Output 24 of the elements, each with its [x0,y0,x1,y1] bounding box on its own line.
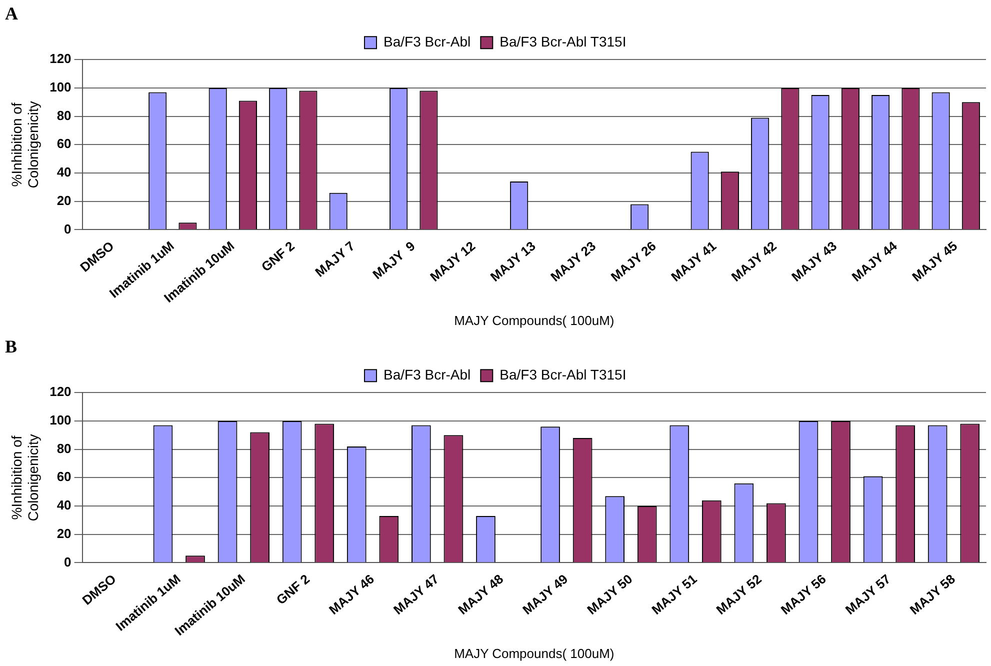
y-tick-label: 40 [56,164,72,180]
x-axis-title: MAJY Compounds( 100uM) [454,312,614,328]
legend-label: Ba/F3 Bcr-Abl T315I [500,33,626,50]
x-axis-title: MAJY Compounds( 100uM) [454,646,614,661]
y-tick-label: 80 [56,108,72,123]
y-axis-title: %Inhibition of Colonigenicity [8,101,42,188]
y-tick-label: 100 [50,412,72,428]
y-tick-label: 120 [50,384,72,400]
y-tick-label: 20 [56,526,72,541]
y-tick-label: 60 [56,136,72,152]
legend-label: Ba/F3 Bcr-Abl [384,33,471,50]
chart-title: A [5,3,18,24]
y-tick-label: 120 [50,51,72,66]
y-axis-title: %Inhibition of Colonigenicity [8,434,42,522]
y-tick-label: 20 [56,192,72,208]
y-tick-label: 0 [64,221,72,236]
y-tick-label: 100 [50,80,72,95]
y-tick-label: 80 [56,440,72,456]
y-tick-label: 60 [56,469,72,484]
legend-label: Ba/F3 Bcr-Abl T315I [500,366,626,382]
chart-title: B [5,336,18,356]
legend-label: Ba/F3 Bcr-Abl [384,366,471,382]
y-tick-label: 40 [56,498,72,513]
y-tick-label: 0 [64,554,72,570]
